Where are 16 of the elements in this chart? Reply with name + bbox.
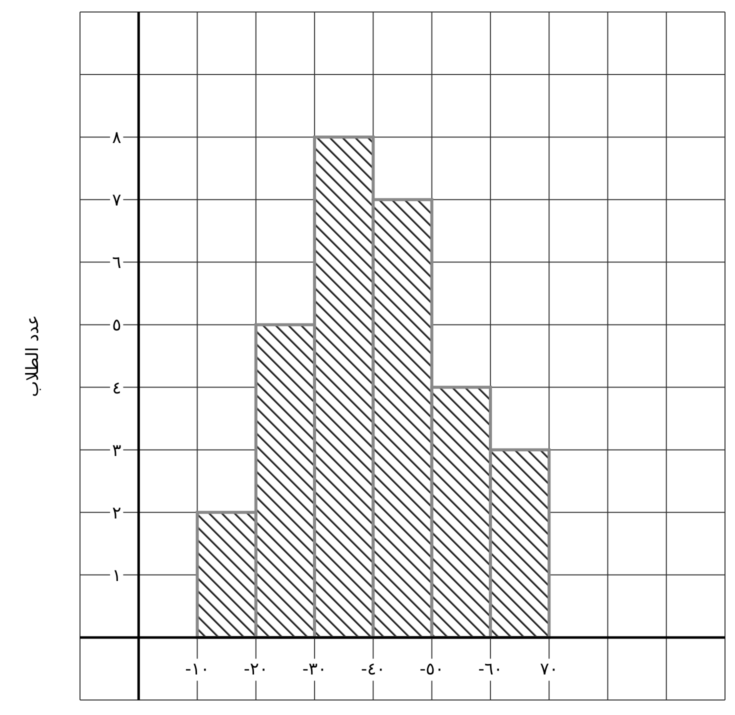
y-tick-label: ١ [112, 566, 122, 586]
y-tick-label: ٨ [112, 128, 122, 148]
y-tick-label: ٧ [112, 190, 122, 211]
x-tick-label: ١٠- [185, 660, 210, 680]
y-tick-label: ٣ [112, 440, 122, 461]
x-tick-label: ٣٠- [302, 660, 327, 680]
x-tick-label: ٢٠- [244, 660, 268, 680]
y-tick-label: ٦ [112, 253, 122, 274]
x-tick-label: ٥٠- [420, 660, 444, 680]
x-tick-label: ٧٠ [540, 660, 558, 680]
y-tick-label: ٤ [112, 378, 122, 398]
y-axis-title: عدد الطلاب [23, 314, 43, 398]
y-tick-label: ٥ [112, 316, 122, 336]
x-tick-label: ٤٠- [360, 660, 386, 680]
y-tick-label: ٢ [112, 503, 122, 524]
x-tick-label: ٦٠- [478, 660, 503, 680]
